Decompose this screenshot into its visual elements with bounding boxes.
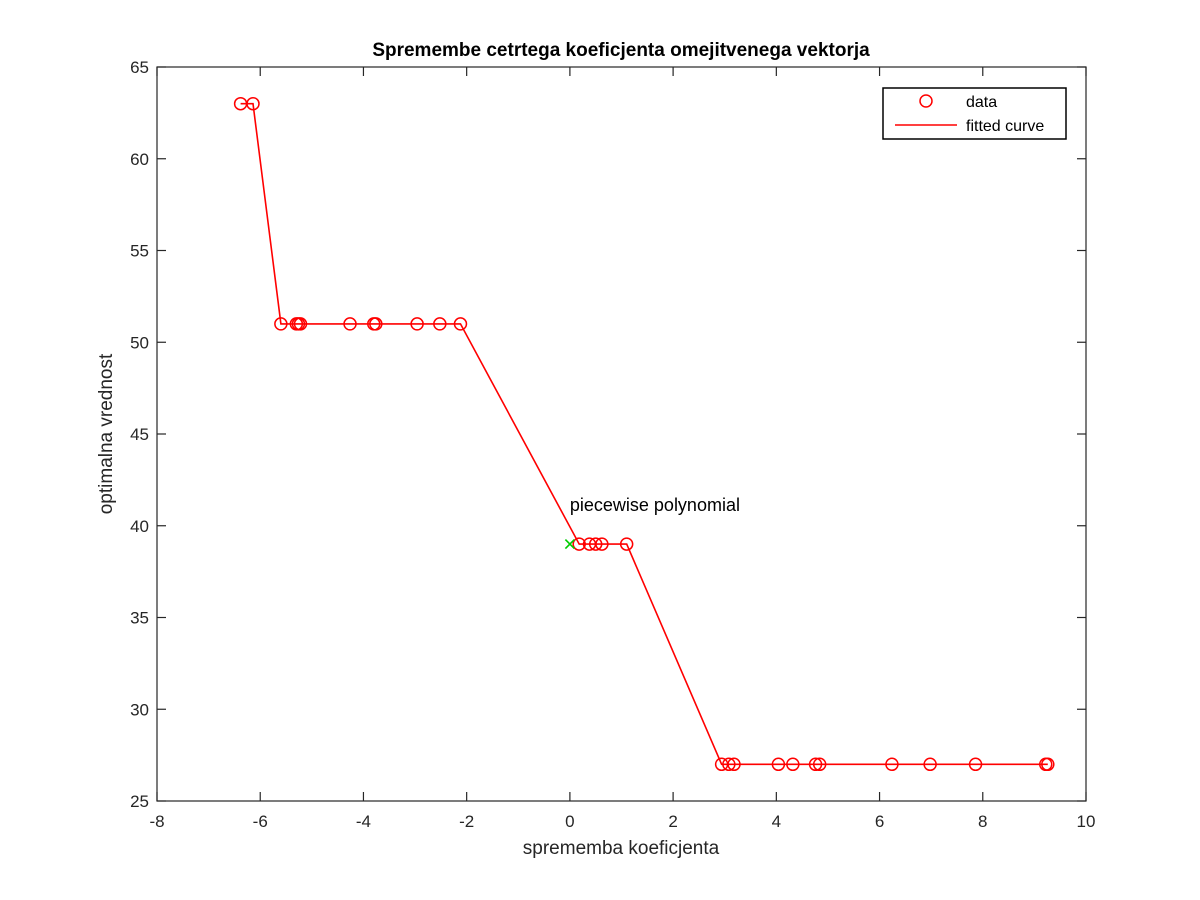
data-point bbox=[885, 757, 899, 772]
data-point bbox=[923, 757, 937, 772]
y-tick-label: 55 bbox=[130, 242, 149, 261]
x-tick-label: -4 bbox=[356, 812, 371, 831]
x-tick-label: 8 bbox=[978, 812, 987, 831]
data-point bbox=[1041, 757, 1055, 772]
x-tick-label: 0 bbox=[565, 812, 574, 831]
data-point bbox=[343, 317, 357, 331]
data-point bbox=[433, 317, 447, 331]
data-point bbox=[274, 317, 288, 331]
x-marker bbox=[564, 539, 575, 550]
axes: -8 -6 -4 -2 0 2 4 6 8 10 25 30 35 40 45 50 55 60 65 bbox=[130, 58, 1095, 831]
y-tick-label: 25 bbox=[130, 792, 149, 811]
x-tick-label: -6 bbox=[253, 812, 268, 831]
data-point bbox=[453, 317, 468, 331]
data-point bbox=[722, 757, 736, 772]
annotation-layer: piecewise polynomial bbox=[570, 495, 740, 515]
y-tick-label: 45 bbox=[130, 425, 149, 444]
legend-box bbox=[882, 87, 1067, 140]
y-tick-label: 30 bbox=[130, 700, 149, 719]
x-axis-label: sprememba koeficjenta bbox=[523, 838, 720, 859]
data-point bbox=[786, 757, 800, 772]
legend-data-label: data bbox=[966, 94, 997, 111]
x-tick-label: 4 bbox=[772, 812, 781, 831]
chart-title: Spremembe cetrtega koeficjenta omejitven… bbox=[372, 40, 870, 61]
data-point bbox=[812, 757, 827, 772]
data-point bbox=[968, 757, 983, 772]
data-point bbox=[595, 537, 609, 551]
plot-background bbox=[157, 67, 1086, 801]
data-point bbox=[293, 317, 308, 331]
data-point bbox=[410, 317, 424, 331]
y-tick-label: 50 bbox=[130, 333, 149, 352]
annotation-piecewise-polynomial: piecewise polynomial bbox=[570, 495, 740, 515]
data-point bbox=[246, 96, 260, 111]
data-point bbox=[771, 757, 786, 772]
data-point bbox=[588, 537, 603, 551]
data-point bbox=[727, 757, 741, 772]
y-tick-label: 65 bbox=[130, 58, 149, 77]
x-tick-label: 10 bbox=[1077, 812, 1096, 831]
y-tick-label: 60 bbox=[130, 150, 149, 169]
x-tick-label: 6 bbox=[875, 812, 884, 831]
legend-data-marker bbox=[919, 94, 933, 108]
y-axis-label: optimalna vrednost bbox=[96, 353, 117, 514]
legend-curve-label: fitted curve bbox=[966, 118, 1044, 135]
x-tick-label: 2 bbox=[668, 812, 677, 831]
x-tick-label: -2 bbox=[459, 812, 474, 831]
y-tick-label: 40 bbox=[130, 517, 149, 536]
x-tick-label: -8 bbox=[149, 812, 164, 831]
data-point bbox=[619, 537, 634, 551]
data-points-layer bbox=[233, 96, 1055, 772]
legend: data fitted curve bbox=[882, 87, 1067, 140]
y-tick-label: 35 bbox=[130, 609, 149, 628]
data-point bbox=[572, 537, 586, 551]
data-point bbox=[808, 757, 823, 772]
data-point bbox=[369, 317, 383, 331]
